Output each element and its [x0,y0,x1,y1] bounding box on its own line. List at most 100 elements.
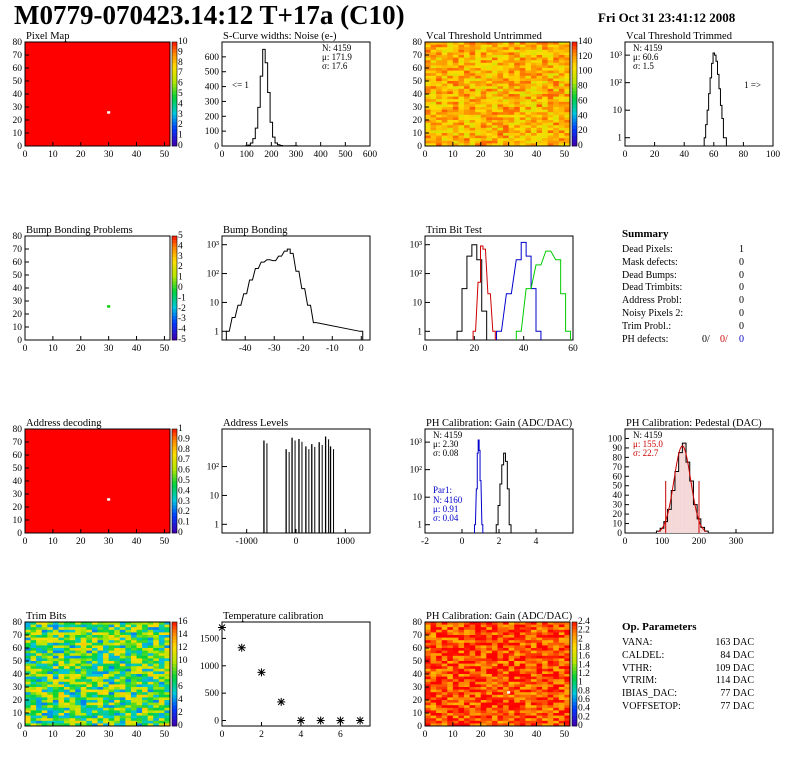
heat-cell [491,140,498,144]
heat-cell [475,687,482,690]
heat-cell [436,671,443,675]
heat-cell [114,689,121,693]
y-tick-label: 70 [13,438,23,448]
heat-cell [30,679,37,683]
heat-cell [553,99,560,103]
heat-cell [564,666,571,670]
heat-cell [52,658,59,662]
heat-cell [469,55,476,58]
heat-cell [486,671,493,675]
histogram-bar [674,471,679,533]
heat-cell [491,112,498,116]
heat-cell [452,60,459,64]
heat-cell [514,96,521,100]
heat-cell [58,718,65,722]
heat-cell [508,655,515,659]
heat-cell [425,135,431,139]
heat-cell [64,692,71,696]
heat-cell [430,681,437,685]
heat-cell [469,140,476,144]
heat-cell [25,640,31,644]
heat-cell [553,101,560,105]
heat-cell [519,723,526,727]
heat-cell [153,658,160,662]
heat-cell [542,663,549,667]
data-point [296,716,305,725]
heat-cell [508,694,515,698]
heat-cell [64,653,71,657]
heat-cell [480,663,487,667]
heat-cell [530,648,537,651]
heat-cell [441,65,448,69]
heat-cell [497,629,504,633]
heat-cell [164,635,171,638]
palette-cell [172,526,177,530]
heat-cell [97,661,104,664]
heat-cell [491,692,498,696]
heat-cell [469,684,476,688]
heat-cell [125,655,132,659]
heat-cell [503,140,510,144]
heat-cell [114,720,121,724]
heat-cell [97,627,104,631]
heat-cell [553,122,560,126]
heat-cell [536,133,543,136]
heat-cell [469,62,476,66]
heat-cell [525,692,532,696]
heat-cell [514,676,521,680]
heat-cell [452,622,459,625]
heat-cell [441,52,448,56]
heat-cell [542,702,549,706]
heat-cell [514,99,521,103]
heat-cell [547,681,554,685]
heat-cell [80,624,87,628]
heat-cell [430,702,437,706]
heat-cell [58,627,65,631]
y-tick-label: 60 [13,64,23,74]
heat-cell [486,109,493,113]
heat-cell [514,668,521,672]
heat-cell [486,143,493,147]
heat-cell [547,81,554,84]
heat-cell [469,702,476,706]
heat-cell [430,718,437,722]
palette-cell [572,698,577,703]
heat-cell [47,707,54,711]
heat-cell [469,648,476,651]
palette-cell [172,694,177,699]
heat-cell [430,684,437,688]
heat-cell [464,650,471,654]
heat-cell [441,713,448,716]
heat-cell [469,653,476,657]
heat-cell [503,687,510,690]
y-tick-label: 100 [205,127,220,137]
heat-cell [530,130,537,134]
palette-cell [172,135,177,140]
heat-cell [486,91,493,95]
palette-cell [172,435,177,440]
heat-cell [441,57,448,61]
heat-cell [519,689,526,693]
heat-cell [503,107,510,110]
heat-cell [475,624,482,628]
heat-cell [452,692,459,696]
plot-area [25,236,170,340]
heat-cell [514,635,521,638]
heat-cell [519,710,526,714]
heat-cell [475,70,482,74]
heat-cell [30,658,37,662]
heat-cell [164,674,171,677]
heat-cell [464,694,471,698]
heat-cell [564,86,571,90]
heat-cell [441,663,448,667]
heat-cell [25,663,31,667]
heat-cell [536,68,543,71]
plot-frame [624,41,774,147]
heat-cell [436,52,443,56]
heat-cell [508,684,515,688]
heat-cell [136,653,143,657]
heat-cell [80,648,87,651]
palette-cell [172,260,177,265]
heat-cell [103,653,110,657]
heat-cell [69,700,76,703]
